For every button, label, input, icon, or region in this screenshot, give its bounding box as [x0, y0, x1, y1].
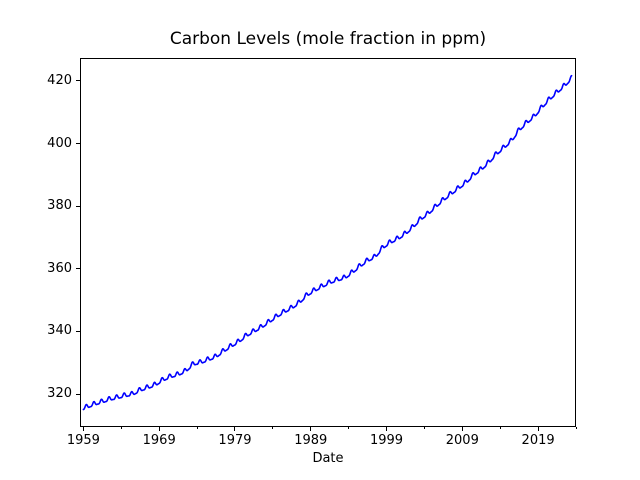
x-minor-tick-mark	[272, 427, 274, 429]
y-tick-mark	[76, 143, 80, 144]
plot-area	[80, 58, 576, 427]
y-tick-mark	[76, 393, 80, 395]
x-tick-label: 1979	[218, 433, 252, 448]
y-tick-mark	[76, 268, 80, 270]
x-tick-label: 1969	[142, 433, 176, 448]
y-tick-mark	[76, 330, 80, 332]
x-axis-label: Date	[312, 451, 344, 466]
x-tick-mark	[234, 427, 236, 431]
y-tick-label: 400	[47, 135, 72, 151]
y-tick-label: 340	[47, 323, 72, 339]
x-tick-mark	[537, 427, 539, 431]
y-tick-mark	[76, 80, 80, 82]
x-minor-tick-mark	[196, 427, 198, 429]
y-tick-label: 360	[47, 260, 72, 276]
x-tick-mark	[158, 427, 160, 431]
x-tick-mark	[82, 427, 84, 431]
y-tick-mark	[76, 205, 80, 207]
x-minor-tick-mark	[348, 427, 350, 429]
x-tick-mark	[461, 427, 463, 431]
x-tick-mark	[310, 427, 312, 431]
x-tick-label: 2009	[445, 433, 479, 448]
x-tick-label: 2019	[521, 433, 555, 448]
y-tick-label: 380	[47, 198, 72, 214]
x-minor-tick-mark	[120, 427, 122, 429]
x-minor-tick-mark	[499, 427, 501, 429]
x-tick-label: 1959	[66, 433, 100, 448]
x-minor-tick-mark	[575, 427, 577, 429]
y-tick-label: 320	[47, 386, 72, 402]
x-minor-tick-mark	[423, 427, 425, 429]
chart-title: Carbon Levels (mole fraction in ppm)	[169, 29, 487, 49]
x-tick-label: 1999	[369, 433, 404, 448]
co2-line	[82, 74, 573, 411]
x-tick-label: 1989	[294, 433, 328, 448]
y-tick-label: 420	[47, 72, 72, 88]
axes-spines	[80, 58, 576, 427]
x-tick-mark	[386, 427, 388, 431]
